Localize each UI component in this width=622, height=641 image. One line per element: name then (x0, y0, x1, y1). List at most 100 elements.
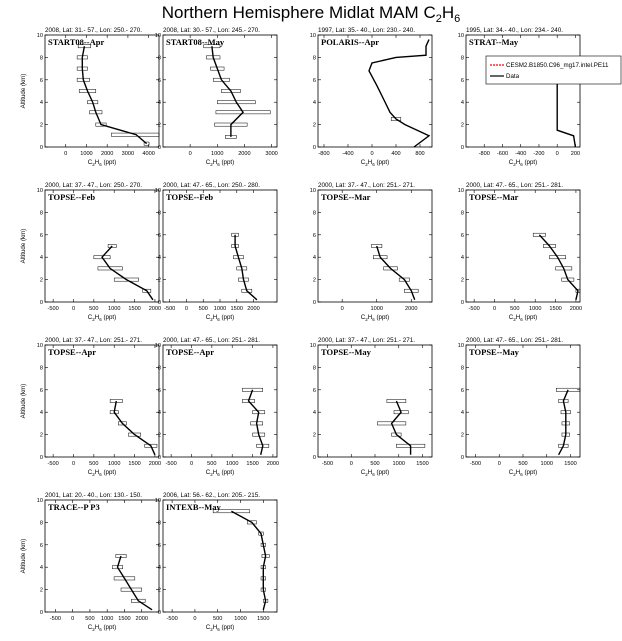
error-bar (215, 110, 271, 115)
y-tick-label: 2 (40, 278, 43, 284)
legend-data-label: Data (506, 73, 520, 80)
data-profile-line (376, 245, 416, 301)
y-tick-label: 6 (461, 233, 464, 239)
x-tick-label: -500 (470, 461, 481, 467)
y-tick-label: 0 (158, 145, 161, 151)
panel-label: POLARIS--Apr (321, 37, 379, 47)
panel-frame (44, 34, 160, 148)
error-bar (128, 432, 141, 437)
y-tick-label: 4 (158, 255, 161, 261)
x-tick-label: 1000 (214, 306, 226, 312)
y-tick-label: 8 (313, 55, 316, 61)
x-tick-label: 2000 (238, 151, 250, 157)
x-tick-label: 1500 (128, 461, 140, 467)
panel-9: 2000, Lat: 37.- 47., Lon: 251.- 271. TOPS… (20, 337, 161, 477)
data-profile-line (231, 510, 267, 610)
panel-label: STRAT--May (469, 37, 519, 47)
error-bar (131, 598, 146, 603)
y-tick-label: 2 (313, 123, 316, 129)
x-tick-label: 3000 (122, 151, 134, 157)
x-tick-label: 1000 (541, 461, 553, 467)
y-tick-label: 0 (40, 610, 43, 616)
y-tick-label: 6 (313, 233, 316, 239)
y-tick-label: 8 (158, 55, 161, 61)
x-axis-title: C2H6 (ppt) (509, 314, 537, 322)
x-axis-title: C2H6 (ppt) (88, 469, 116, 477)
y-tick-label: 6 (40, 78, 43, 84)
data-profile-line (247, 389, 264, 455)
x-axis-title: C2H6 (ppt) (88, 314, 116, 322)
y-tick-label: 4 (158, 410, 161, 416)
data-profile-line (116, 555, 153, 611)
x-tick-label: 2000 (267, 461, 279, 467)
panel-label: TRACE--P P3 (48, 502, 100, 512)
y-tick-label: 10 (310, 343, 316, 349)
x-tick-label: 3000 (265, 151, 277, 157)
y-tick-label: 4 (313, 410, 316, 416)
y-tick-label: 2 (461, 433, 464, 439)
panel-3: 1997, Lat: 35.- 40., Lon: 230.- 240. POLA… (310, 27, 433, 167)
data-profile-line (211, 46, 245, 137)
x-axis-title: C2H6 (ppt) (361, 314, 389, 322)
x-tick-label: 1000 (393, 461, 405, 467)
x-axis-title: C2H6 (ppt) (88, 159, 116, 167)
x-tick-label: 500 (89, 461, 98, 467)
x-tick-label: 0 (493, 306, 496, 312)
panel-6: 2000, Lat: 47.- 65., Lon: 250.- 280. TOPS… (155, 182, 278, 322)
x-tick-label: 1000 (234, 616, 246, 622)
x-tick-label: 2000 (405, 306, 417, 312)
panel-frame (162, 189, 278, 303)
x-tick-label: -500 (167, 616, 178, 622)
x-tick-label: 1000 (529, 306, 541, 312)
x-tick-label: 0 (498, 461, 501, 467)
x-tick-label: 1000 (226, 461, 238, 467)
x-tick-label: 1000 (108, 461, 120, 467)
y-tick-label: 6 (158, 78, 161, 84)
x-tick-label: 1500 (564, 461, 576, 467)
legend-model-label: CESM2.B1850.C96_mg17.intel.PE11 (506, 62, 609, 69)
y-tick-label: 10 (458, 33, 464, 39)
panel-frame (44, 344, 160, 458)
panel-frame (317, 344, 433, 458)
y-tick-label: 6 (461, 388, 464, 394)
y-axis-title: Altitude (km) (20, 539, 27, 574)
x-tick-label: 1500 (231, 306, 243, 312)
x-axis-title: C2H6 (ppt) (206, 469, 234, 477)
y-tick-label: 2 (461, 123, 464, 129)
y-tick-label: 6 (461, 78, 464, 84)
error-bar (543, 244, 556, 248)
x-tick-label: 500 (510, 306, 519, 312)
y-tick-label: 4 (40, 565, 43, 571)
y-tick-label: 6 (158, 233, 161, 239)
y-tick-label: 6 (40, 543, 43, 549)
x-tick-label: 500 (207, 461, 216, 467)
x-tick-label: 0 (71, 616, 74, 622)
panel-header: 1997, Lat: 35.- 40., Lon: 230.- 240. (318, 27, 415, 34)
panel-2: 2008, Lat: 30.- 57., Lon: 245.- 270. STAR… (155, 27, 278, 167)
data-profile-line (556, 59, 577, 148)
error-bar (212, 509, 250, 514)
y-tick-label: 8 (40, 365, 43, 371)
error-bar (107, 244, 117, 248)
x-tick-label: 500 (213, 616, 222, 622)
y-tick-label: 0 (40, 455, 43, 461)
error-bar (118, 421, 127, 426)
x-tick-label: -400 (515, 151, 526, 157)
y-tick-label: 4 (313, 100, 316, 106)
y-tick-label: 10 (458, 343, 464, 349)
panel-13: 2001, Lat: 20.- 40., Lon: 130.- 150. TRAC… (20, 492, 160, 632)
error-bar (93, 255, 111, 260)
y-tick-label: 10 (155, 188, 161, 194)
error-bar (97, 266, 123, 271)
x-tick-label: 0 (185, 306, 188, 312)
x-tick-label: -200 (533, 151, 544, 157)
y-tick-label: 6 (313, 78, 316, 84)
data-profile-line (557, 389, 569, 456)
x-tick-label: -500 (322, 461, 333, 467)
x-tick-label: 2000 (149, 461, 161, 467)
panel-header: 2008, Lat: 31.- 57., Lon: 250.- 270. (45, 27, 142, 34)
y-tick-label: 2 (158, 588, 161, 594)
panel-header: 2000, Lat: 37.- 47., Lon: 250.- 270. (45, 182, 142, 189)
legend: CESM2.B1850.C96_mg17.intel.PE11 Data (485, 55, 622, 85)
